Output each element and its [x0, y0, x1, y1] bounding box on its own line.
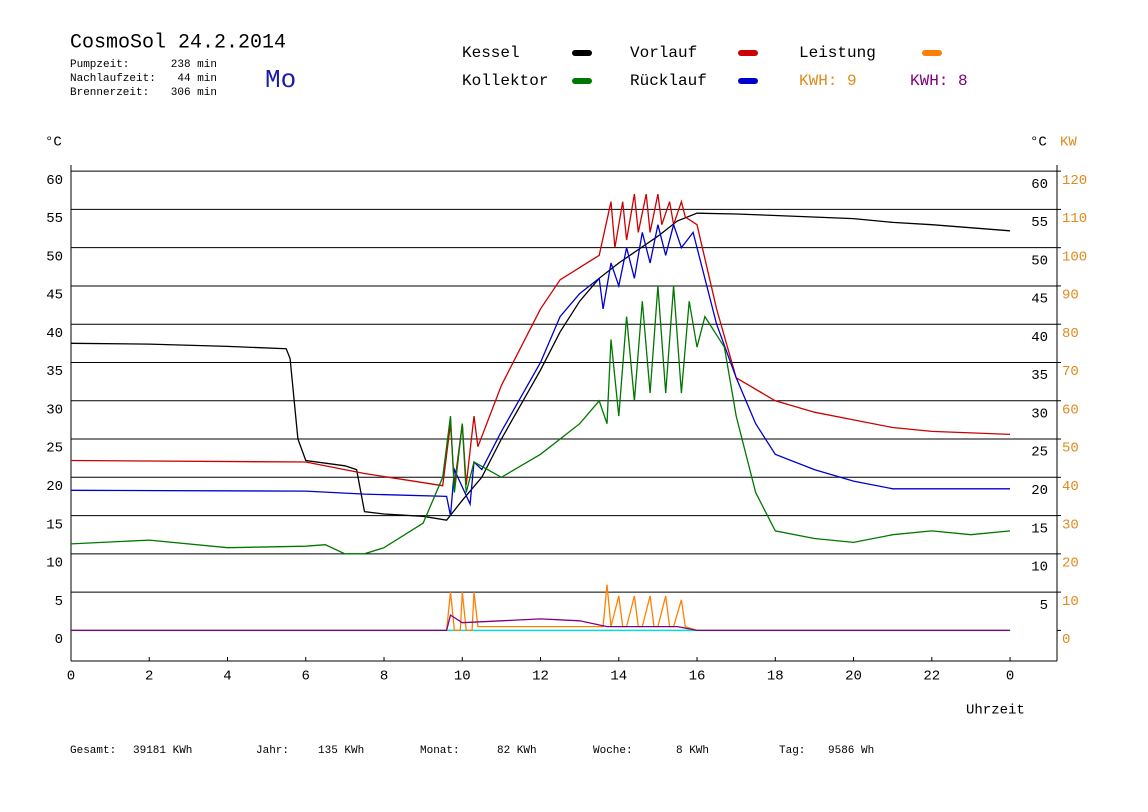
stat-value: 44 min [177, 73, 217, 85]
y2-tick-label: 50 [1062, 441, 1079, 457]
y-tick-label: 55 [46, 211, 63, 227]
total-value: 8 KWh [676, 745, 709, 757]
series-line [71, 614, 1010, 632]
legend-label: Kessel [462, 44, 520, 62]
total-label: Gesamt: [70, 745, 116, 757]
legend-label: Kollektor [462, 72, 548, 90]
chart-title: CosmoSol 24.2.2014 [70, 31, 286, 54]
kwh-label: KWH: 9 [799, 72, 857, 90]
series-line [70, 222, 1010, 516]
y2-unit-c: °C [1030, 135, 1047, 151]
y2-tick-label: 40 [1062, 479, 1079, 495]
y2-tick-label: 80 [1062, 326, 1079, 342]
y-right-tick-label: 30 [1031, 406, 1048, 422]
total-label: Monat: [420, 745, 460, 757]
y-tick-label: 30 [46, 402, 63, 418]
y-right-tick-label: 35 [1031, 368, 1048, 384]
stat-label: Pumpzeit: [70, 59, 129, 71]
y-right-tick-label: 5 [1040, 598, 1048, 614]
y2-tick-label: 100 [1062, 249, 1087, 265]
y2-tick-label: 120 [1062, 173, 1087, 189]
stat-label: Brennerzeit: [70, 87, 149, 99]
y2-tick-label: 90 [1062, 288, 1079, 304]
x-tick-label: 16 [689, 669, 706, 685]
y2-tick-label: 0 [1062, 632, 1070, 648]
total-label: Tag: [779, 745, 805, 757]
x-tick-label: 12 [532, 669, 549, 685]
y-tick-label: 0 [55, 632, 63, 648]
total-label: Jahr: [256, 745, 289, 757]
stat-label: Nachlaufzeit: [70, 73, 156, 85]
y-tick-label: 15 [46, 517, 63, 533]
y-right-tick-label: 10 [1031, 560, 1048, 576]
y-right-tick-label: 60 [1031, 177, 1048, 193]
stat-value: 306 min [171, 87, 217, 99]
total-value: 135 KWh [318, 745, 364, 757]
y2-tick-label: 30 [1062, 517, 1079, 533]
y-tick-label: 45 [46, 288, 63, 304]
x-tick-label: 0 [67, 669, 75, 685]
y2-tick-label: 70 [1062, 364, 1079, 380]
y-tick-label: 20 [46, 479, 63, 495]
y-right-tick-label: 40 [1031, 330, 1048, 346]
y-right-tick-label: 20 [1031, 483, 1048, 499]
y2-tick-label: 110 [1062, 211, 1087, 227]
y-tick-label: 60 [46, 173, 63, 189]
y-tick-label: 35 [46, 364, 63, 380]
y2-tick-label: 20 [1062, 556, 1079, 572]
x-tick-label: 8 [380, 669, 388, 685]
x-tick-label: 14 [610, 669, 627, 685]
total-value: 82 KWh [497, 745, 537, 757]
y-tick-label: 10 [46, 556, 63, 572]
y-right-tick-label: 55 [1031, 215, 1048, 231]
x-tick-label: 2 [145, 669, 153, 685]
total-value: 9586 Wh [828, 745, 874, 757]
x-tick-label: 18 [767, 669, 784, 685]
y-unit: °C [45, 135, 62, 151]
x-axis-label: Uhrzeit [966, 703, 1025, 719]
y-right-tick-label: 15 [1031, 521, 1048, 537]
y2-tick-label: 10 [1062, 594, 1079, 610]
y-right-tick-label: 45 [1031, 292, 1048, 308]
total-value: 39181 KWh [133, 745, 192, 757]
x-tick-label: 10 [454, 669, 471, 685]
x-tick-label: 4 [223, 669, 231, 685]
y2-unit: KW [1060, 135, 1077, 151]
x-tick-label: 20 [845, 669, 862, 685]
y-right-tick-label: 25 [1031, 445, 1048, 461]
legend-label: Leistung [799, 44, 876, 62]
x-tick-label: 0 [1006, 669, 1014, 685]
day-label: Mo [265, 65, 296, 95]
series-line [70, 285, 1011, 555]
x-tick-label: 6 [302, 669, 310, 685]
series-line [70, 212, 1011, 521]
y2-tick-label: 60 [1062, 402, 1079, 418]
y-tick-label: 5 [55, 594, 63, 610]
legend-label: Rücklauf [630, 72, 707, 90]
y-right-tick-label: 50 [1031, 253, 1048, 269]
total-label: Woche: [593, 745, 633, 757]
x-tick-label: 22 [923, 669, 940, 685]
y-tick-label: 25 [46, 441, 63, 457]
legend-label: Vorlauf [630, 44, 697, 62]
stat-value: 238 min [171, 59, 217, 71]
y-tick-label: 50 [46, 249, 63, 265]
y-tick-label: 40 [46, 326, 63, 342]
kwh-label: KWH: 8 [910, 72, 968, 90]
